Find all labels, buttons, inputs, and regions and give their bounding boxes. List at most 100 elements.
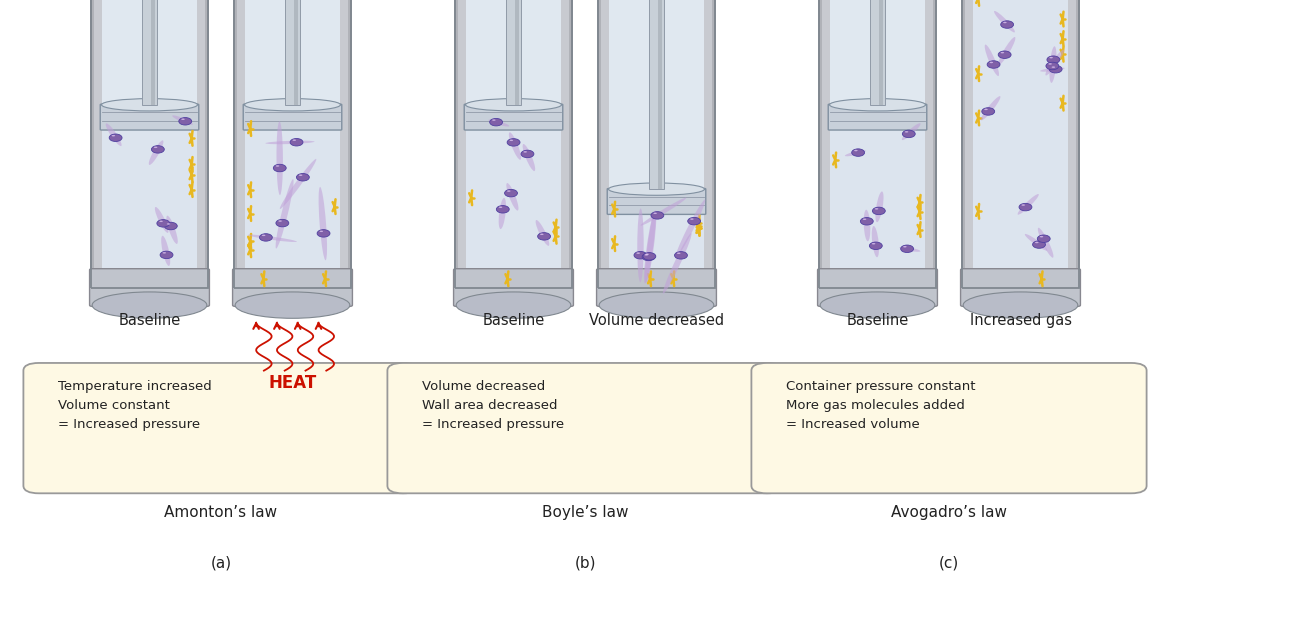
Bar — [244, 0, 341, 288]
Bar — [455, 0, 572, 288]
Bar — [822, 0, 933, 288]
Bar — [142, 0, 157, 105]
FancyBboxPatch shape — [818, 268, 937, 306]
FancyBboxPatch shape — [387, 363, 783, 493]
Bar — [101, 0, 198, 105]
Ellipse shape — [987, 61, 1000, 68]
Ellipse shape — [456, 292, 571, 318]
Ellipse shape — [608, 183, 705, 196]
Text: (b): (b) — [575, 556, 595, 571]
Bar — [465, 0, 562, 105]
Ellipse shape — [260, 234, 272, 241]
Bar — [598, 0, 715, 288]
Bar — [819, 0, 936, 288]
Ellipse shape — [506, 183, 519, 211]
Ellipse shape — [872, 226, 879, 258]
Bar — [234, 0, 351, 288]
Ellipse shape — [1037, 227, 1053, 258]
Ellipse shape — [861, 217, 874, 225]
Text: Baseline: Baseline — [846, 313, 909, 328]
FancyBboxPatch shape — [454, 268, 573, 306]
Ellipse shape — [651, 212, 664, 219]
Bar — [294, 0, 298, 105]
Ellipse shape — [1049, 57, 1053, 58]
FancyBboxPatch shape — [751, 363, 1147, 493]
Ellipse shape — [277, 121, 283, 195]
Ellipse shape — [155, 207, 169, 233]
Ellipse shape — [538, 233, 550, 240]
Ellipse shape — [540, 233, 543, 235]
Text: Baseline: Baseline — [118, 313, 181, 328]
Ellipse shape — [1001, 21, 1014, 28]
FancyBboxPatch shape — [243, 104, 342, 130]
Ellipse shape — [101, 98, 198, 111]
Ellipse shape — [1049, 46, 1057, 83]
Ellipse shape — [465, 98, 562, 111]
Ellipse shape — [989, 62, 993, 63]
Bar — [237, 0, 348, 288]
Text: Volume decreased: Volume decreased — [589, 313, 724, 328]
Text: Increased gas: Increased gas — [970, 313, 1071, 328]
Ellipse shape — [1022, 204, 1024, 206]
Text: Baseline: Baseline — [482, 313, 545, 328]
Ellipse shape — [276, 219, 289, 227]
Ellipse shape — [164, 222, 177, 230]
Bar — [649, 0, 664, 189]
Text: Amonton’s law: Amonton’s law — [164, 505, 278, 520]
Ellipse shape — [690, 219, 694, 220]
Bar — [829, 0, 926, 105]
Ellipse shape — [290, 139, 303, 146]
Bar — [601, 0, 712, 288]
Ellipse shape — [1046, 56, 1059, 63]
Ellipse shape — [524, 151, 526, 153]
Bar — [870, 0, 885, 105]
Ellipse shape — [493, 119, 495, 121]
Ellipse shape — [688, 217, 701, 225]
Ellipse shape — [875, 208, 879, 210]
FancyBboxPatch shape — [828, 104, 927, 130]
Ellipse shape — [1019, 203, 1032, 211]
Ellipse shape — [863, 210, 870, 242]
Ellipse shape — [273, 164, 286, 172]
FancyBboxPatch shape — [464, 104, 563, 130]
Ellipse shape — [179, 118, 191, 125]
Ellipse shape — [1037, 235, 1050, 242]
Ellipse shape — [317, 229, 330, 237]
Ellipse shape — [499, 206, 502, 208]
Bar — [962, 0, 1079, 288]
Ellipse shape — [109, 134, 122, 141]
Ellipse shape — [677, 252, 680, 254]
Ellipse shape — [507, 139, 520, 146]
Ellipse shape — [663, 233, 692, 294]
Ellipse shape — [112, 135, 116, 137]
Ellipse shape — [900, 247, 920, 252]
Bar — [608, 0, 705, 189]
Ellipse shape — [845, 150, 866, 157]
Ellipse shape — [654, 213, 656, 214]
Ellipse shape — [645, 254, 649, 255]
Ellipse shape — [489, 119, 510, 127]
Bar — [244, 0, 341, 105]
Ellipse shape — [166, 216, 178, 244]
Ellipse shape — [875, 192, 884, 222]
Ellipse shape — [278, 220, 282, 222]
Ellipse shape — [642, 253, 655, 261]
Ellipse shape — [160, 220, 162, 222]
Ellipse shape — [510, 139, 514, 141]
Ellipse shape — [181, 118, 185, 120]
Ellipse shape — [984, 45, 998, 76]
Ellipse shape — [160, 251, 173, 259]
Ellipse shape — [292, 139, 296, 141]
Ellipse shape — [521, 150, 534, 158]
Ellipse shape — [870, 242, 883, 249]
Ellipse shape — [984, 109, 988, 110]
Ellipse shape — [148, 141, 164, 165]
Ellipse shape — [296, 174, 309, 181]
Ellipse shape — [244, 98, 341, 111]
Ellipse shape — [1004, 22, 1006, 23]
Ellipse shape — [1046, 62, 1058, 70]
Bar — [285, 0, 300, 105]
Ellipse shape — [902, 130, 915, 137]
Ellipse shape — [1049, 65, 1062, 73]
Bar — [819, 0, 936, 288]
